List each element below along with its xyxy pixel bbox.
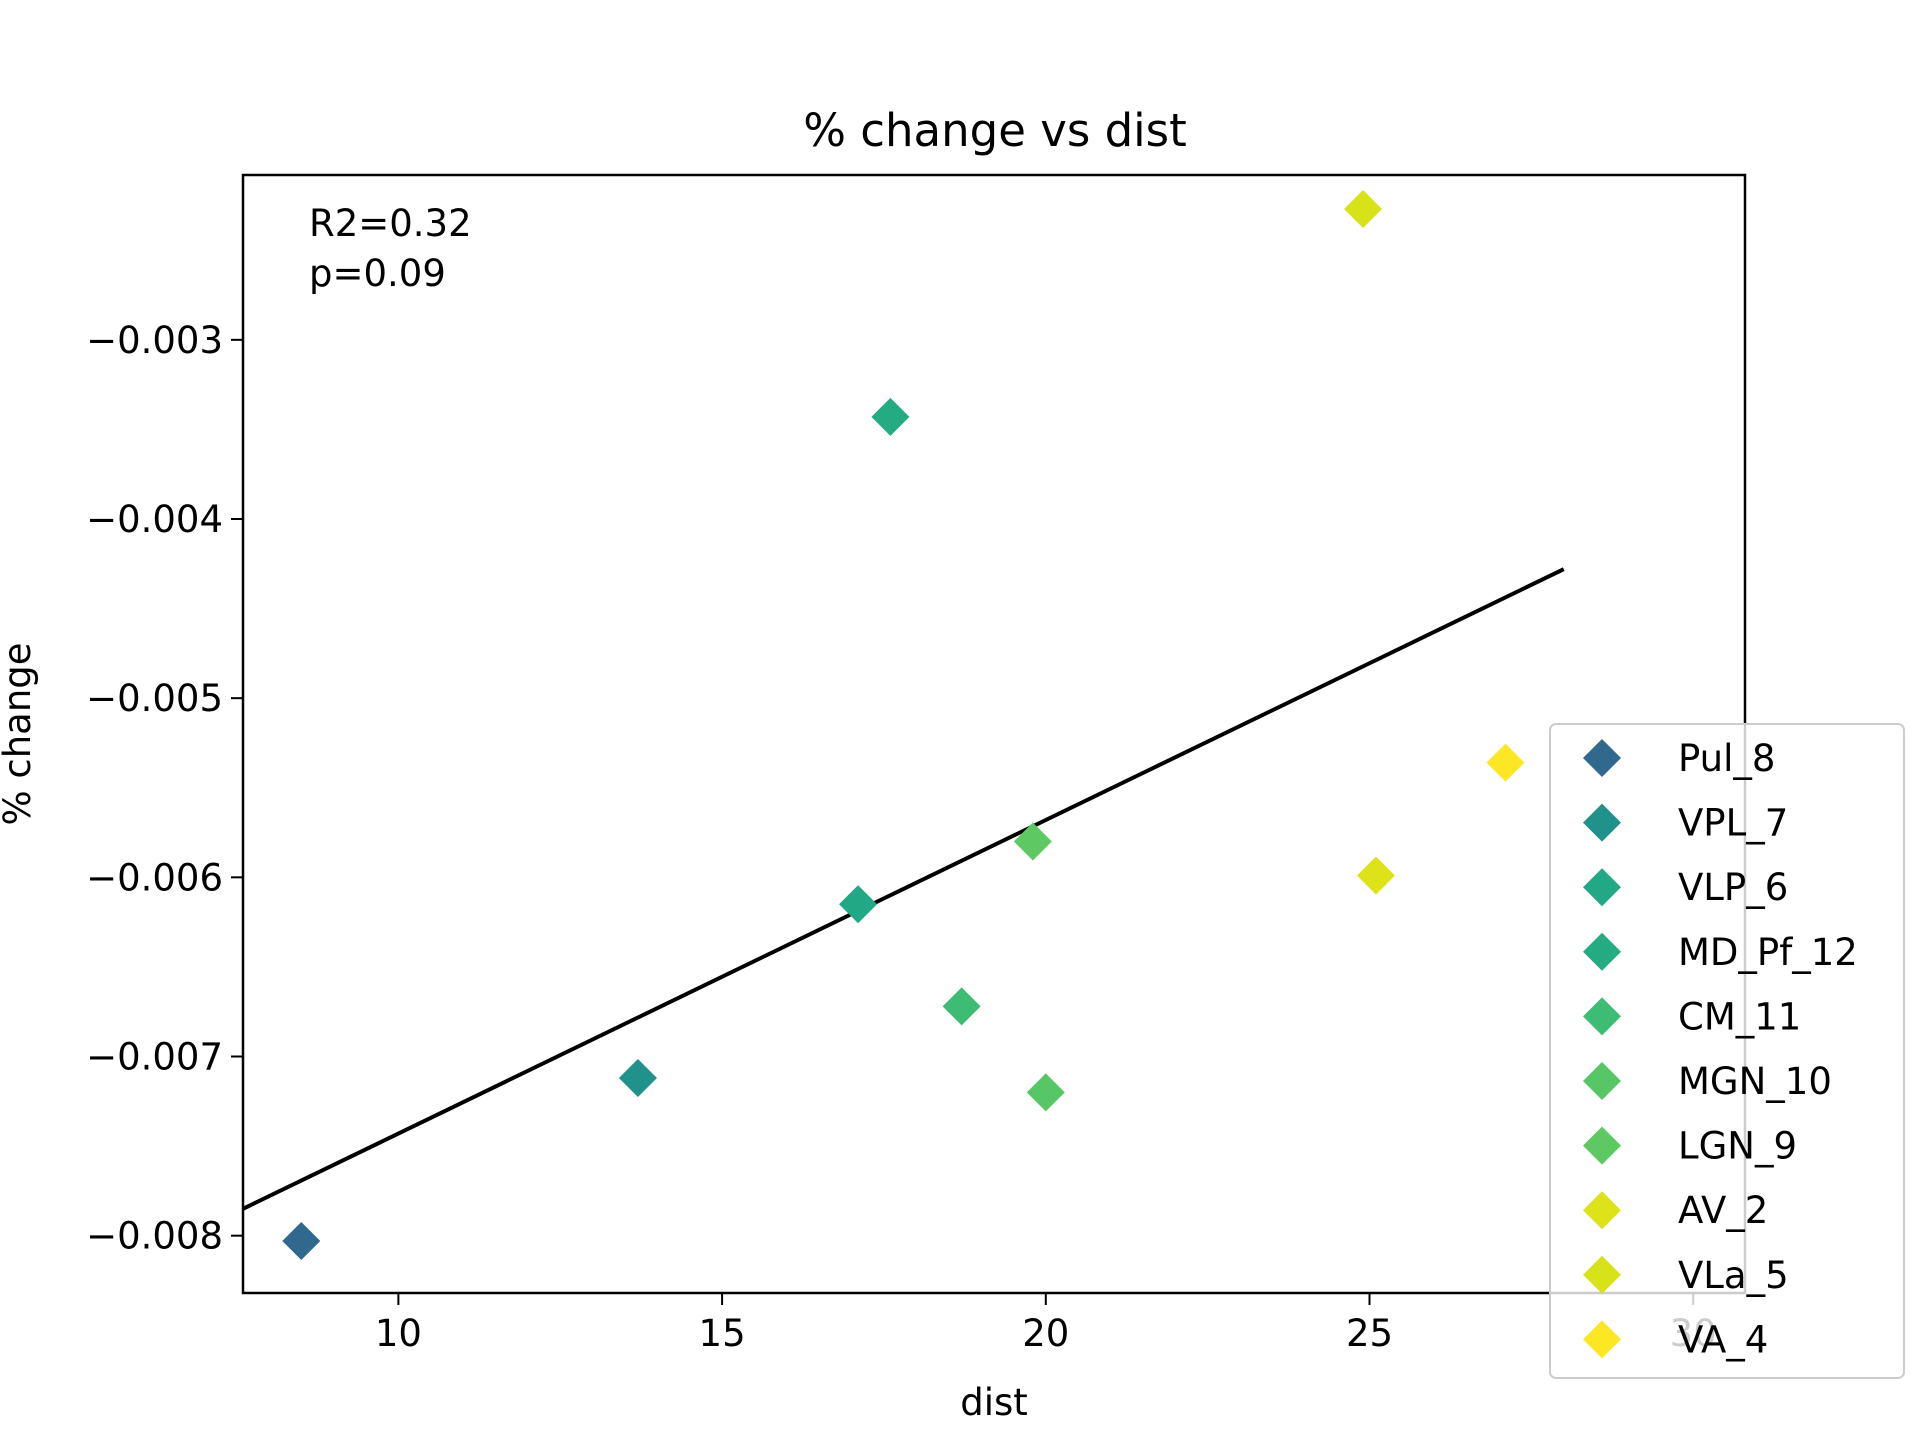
stats-annotation: R2=0.32 p=0.09: [309, 202, 472, 295]
r2-annotation: R2=0.32: [309, 202, 472, 245]
legend-label: VLa_5: [1678, 1254, 1789, 1297]
legend-marker: [1583, 1255, 1621, 1294]
legend-entry: VLa_5: [1583, 1254, 1789, 1297]
legend-marker: [1583, 739, 1621, 777]
y-tick-label: −0.005: [86, 677, 223, 720]
legend-entry: CM_11: [1583, 995, 1801, 1038]
legend-label: VA_4: [1678, 1318, 1768, 1361]
legend-marker: [1583, 932, 1621, 971]
data-point-mgn-10: [1026, 1073, 1065, 1112]
plot-frame: [241, 173, 1747, 1295]
y-axis-label: % change: [0, 642, 39, 825]
x-tick-label: 10: [375, 1312, 422, 1355]
legend-label: VPL_7: [1678, 802, 1788, 845]
y-tick-label: −0.006: [86, 856, 223, 899]
data-point-av-2: [1356, 856, 1395, 895]
legend-box: [1549, 723, 1905, 1379]
x-axis-label: dist: [960, 1381, 1028, 1424]
legend-label: MD_Pf_12: [1678, 931, 1858, 974]
legend-entry: AV_2: [1583, 1189, 1768, 1232]
legend-label: CM_11: [1678, 995, 1801, 1038]
data-point-md-pf-12: [871, 397, 910, 436]
legend-marker: [1583, 997, 1621, 1036]
legend-label: LGN_9: [1678, 1125, 1797, 1168]
data-point-vla-5: [1344, 190, 1383, 229]
legend-entry: VPL_7: [1583, 802, 1788, 845]
legend-entry: MGN_10: [1583, 1060, 1832, 1103]
legend-entry: VA_4: [1583, 1318, 1768, 1361]
legend-marker: [1583, 868, 1621, 907]
data-point-vlp-6: [839, 885, 878, 924]
x-tick-label: 15: [699, 1312, 746, 1355]
y-tick-label: −0.008: [86, 1215, 223, 1258]
y-tick-label: −0.007: [86, 1036, 223, 1079]
legend-marker: [1583, 1062, 1621, 1100]
data-point-lgn-9: [1013, 822, 1052, 861]
legend-marker: [1583, 1191, 1621, 1230]
legend-entry: Pul_8: [1583, 737, 1775, 780]
chart-title: % change vs dist: [803, 104, 1187, 157]
data-point-pul-8: [282, 1222, 321, 1261]
p-value-annotation: p=0.09: [309, 252, 446, 295]
plot-content: [242, 190, 1565, 1261]
legend-marker: [1583, 803, 1621, 842]
y-tick-label: −0.003: [86, 319, 223, 362]
legend-marker: [1583, 1126, 1621, 1165]
legend-entry: MD_Pf_12: [1583, 931, 1858, 974]
data-point-vpl-7: [618, 1059, 657, 1097]
y-axis: −0.008 −0.007 −0.006 −0.005 −0.004 −0.003: [86, 319, 243, 1258]
legend-label: Pul_8: [1678, 737, 1775, 780]
legend-marker: [1583, 1320, 1621, 1359]
legend-label: MGN_10: [1678, 1060, 1832, 1103]
x-tick-label: 20: [1022, 1312, 1069, 1355]
data-point-va-4: [1486, 743, 1525, 782]
regression-line: [242, 567, 1565, 1211]
legend-entry: LGN_9: [1583, 1125, 1797, 1168]
x-axis: 1015202530: [375, 1293, 1717, 1355]
y-tick-label: −0.004: [86, 498, 223, 541]
legend-label: VLP_6: [1678, 866, 1788, 909]
data-point-cm-11: [942, 987, 981, 1026]
legend: Pul_8 VPL_7 VLP_6 MD_Pf_12 CM_11 MGN_10 LGN_9 A…: [1549, 723, 1905, 1379]
x-tick-label: 25: [1346, 1312, 1393, 1355]
legend-label: AV_2: [1678, 1189, 1768, 1232]
legend-entry: VLP_6: [1583, 866, 1788, 909]
